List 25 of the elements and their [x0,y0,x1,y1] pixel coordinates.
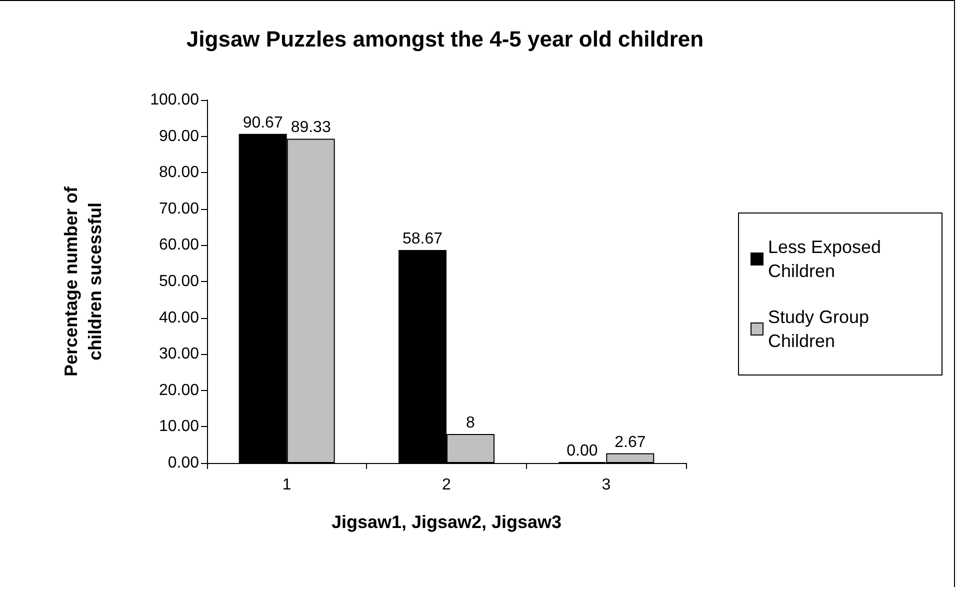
y-tick-label: 100.00 [150,92,200,108]
x-tick-label: 1 [282,476,292,494]
data-label: 8 [466,414,476,432]
x-tick-label: 3 [602,476,611,494]
x-axis-title: Jigsaw1, Jigsaw2, Jigsaw3 [331,512,562,532]
y-tick-label: 60.00 [158,236,200,254]
y-tick-label: 10.00 [158,418,200,436]
y-tick-label: 80.00 [158,164,200,182]
y-tick-label: 40.00 [158,309,200,326]
y-axis-title: Percentage number of children sucessful [61,185,105,377]
x-tick-label: 2 [442,476,452,494]
y-tick-label: 70.00 [158,200,200,218]
legend-label: Study Group Children [768,307,874,351]
y-tick-label: 50.00 [158,273,200,290]
y-tick-label: 20.00 [158,382,200,399]
y-tick-label: 90.00 [158,128,200,145]
data-label: 0.00 [566,442,598,460]
y-tick-label: 30.00 [158,346,200,363]
data-label: 2.67 [614,434,646,451]
chart-title: Jigsaw Puzzles amongst the 4-5 year old children [186,26,704,52]
data-label: 90.67 [242,114,283,132]
data-label: 58.67 [402,230,443,248]
y-tick-label: 0.00 [168,454,200,472]
data-label: 89.33 [290,119,331,136]
legend-label: Less Exposed Children [768,237,886,281]
